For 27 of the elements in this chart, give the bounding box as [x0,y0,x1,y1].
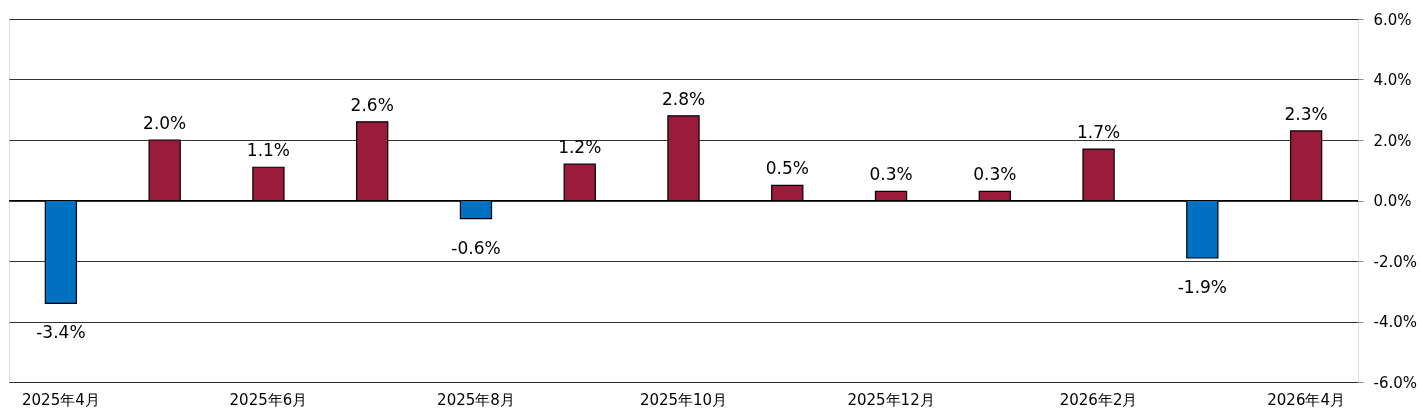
x-tick-label: 2025年10月 [639,390,728,409]
data-label: 0.5% [765,158,809,179]
data-label: 2.0% [143,113,187,133]
data-label: -0.6% [451,237,501,258]
y-tick-label: 4.0% [1373,71,1412,89]
x-tick-label: 2025年12月 [847,390,935,409]
y-tick-label: -4.0% [1373,313,1418,331]
x-tick-label: 2025年8月 [437,390,515,409]
data-label: 1.1% [246,140,291,161]
x-tick-label: 2026年2月 [1059,390,1138,409]
x-tick-label: 2025年4月 [22,390,100,409]
x-tick-label: 2025年6月 [229,390,308,409]
data-label: 1.7% [1076,122,1121,143]
data-label: 2.3% [1284,103,1328,124]
y-tick-label: 0.0% [1373,192,1412,210]
y-tick-label: -2.0% [1373,252,1418,271]
data-label: 0.3% [973,164,1017,185]
data-label: -1.9% [1177,276,1228,297]
data-label: -3.4% [36,322,86,343]
data-label: 2.8% [661,88,706,109]
data-label: 2.6% [350,94,394,115]
y-tick-label: 2.0% [1373,131,1412,150]
data-label: 1.2% [558,137,602,158]
y-tick-label: 6.0% [1373,10,1412,29]
x-tick-label: 2026年4月 [1267,390,1345,409]
data-label: 0.3% [869,164,913,185]
y-tick-label: -6.0% [1373,373,1418,392]
